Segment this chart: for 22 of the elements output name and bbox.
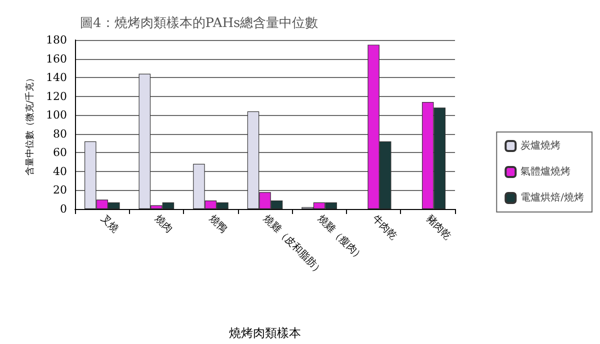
y-tick-label: 60	[53, 146, 67, 160]
y-tick-label: 0	[60, 202, 67, 216]
y-tick-label: 180	[46, 34, 67, 46]
y-tick-label: 160	[46, 52, 67, 66]
chart-title: 圖4：燒烤肉類樣本的PAHs總含量中位數	[80, 16, 318, 31]
y-tick-label: 120	[46, 90, 67, 103]
legend-label: 電爐烘焙/燒烤	[520, 192, 584, 204]
legend-label: 氣體爐燒烤	[520, 166, 571, 178]
y-tick-label: 80	[53, 127, 67, 140]
y-axis-title: 含量中位數（微克/千克）	[24, 73, 36, 176]
x-tick-label: 叉燒	[98, 212, 121, 236]
y-tick-label: 20	[53, 184, 67, 197]
legend-label: 炭爐燒烤	[520, 140, 561, 152]
x-tick-label: 牛肉乾	[370, 212, 400, 242]
x-tick-label: 燒鴨	[206, 212, 230, 236]
x-axis-title: 燒烤肉類樣本	[229, 326, 301, 340]
y-tick-label: 140	[46, 71, 67, 84]
x-tick-label: 燒雞（瘦肉）	[315, 212, 366, 264]
x-tick-label: 燒肉	[152, 212, 176, 236]
y-tick-label: 100	[46, 108, 67, 122]
x-tick-label: 豬肉乾	[424, 212, 454, 242]
y-tick-label: 40	[53, 164, 67, 178]
